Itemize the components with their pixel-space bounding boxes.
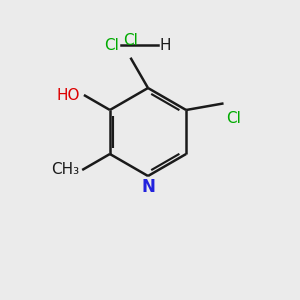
Text: Cl: Cl xyxy=(226,111,242,126)
Text: H: H xyxy=(159,38,171,52)
Text: HO: HO xyxy=(56,88,80,103)
Text: CH₃: CH₃ xyxy=(51,163,79,178)
Text: Cl: Cl xyxy=(123,33,138,48)
Text: N: N xyxy=(141,178,155,196)
Text: Cl: Cl xyxy=(105,38,119,52)
